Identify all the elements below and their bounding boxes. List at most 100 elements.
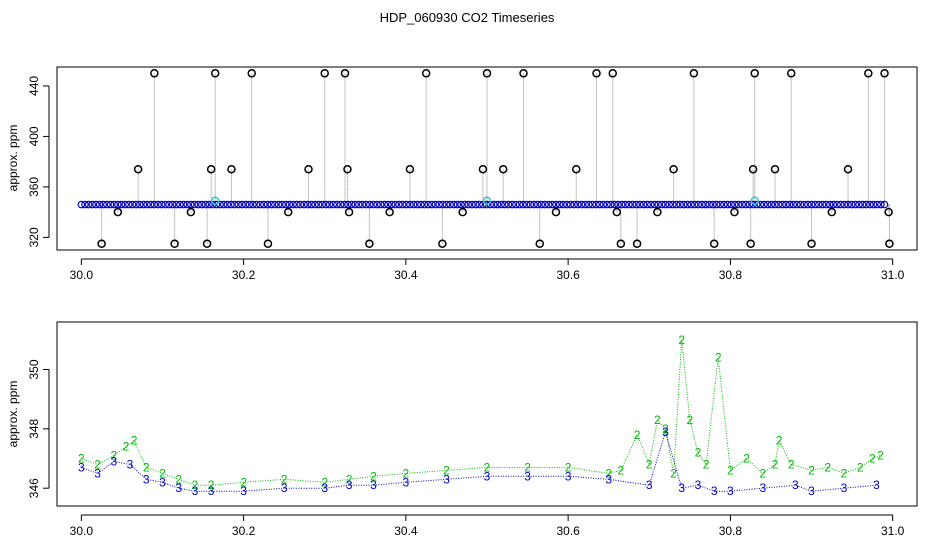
series-2-point: 2 bbox=[678, 333, 685, 347]
outlier-point bbox=[458, 207, 467, 217]
series-3-point: 3 bbox=[281, 481, 288, 495]
x-tick-label: 30.4 bbox=[394, 268, 418, 282]
outlier-point bbox=[786, 69, 796, 78]
blue-point bbox=[161, 200, 170, 209]
series-line-2 bbox=[81, 339, 881, 486]
blue-point bbox=[493, 200, 502, 209]
blue-point bbox=[172, 200, 181, 209]
blue-point bbox=[387, 200, 396, 209]
outlier-point bbox=[885, 239, 894, 248]
blue-point bbox=[504, 200, 513, 209]
blue-point bbox=[314, 200, 323, 209]
blue-point bbox=[256, 200, 265, 209]
blue-point bbox=[727, 200, 736, 209]
series-3-point: 3 bbox=[403, 475, 410, 489]
series-2-point: 2 bbox=[776, 434, 783, 448]
blue-point bbox=[588, 200, 597, 209]
blue-point bbox=[603, 200, 611, 209]
series-3-point: 3 bbox=[565, 469, 572, 483]
blue-point bbox=[716, 200, 725, 209]
blue-point bbox=[552, 200, 560, 209]
blue-point bbox=[460, 200, 469, 209]
series-3-point: 3 bbox=[346, 478, 353, 492]
blue-point bbox=[307, 200, 316, 209]
top-panel: 30.0 30.2 30.4 30.6 30.8 31.0 320 360 400 440 ap… bbox=[6, 66, 918, 282]
outlier-point bbox=[210, 69, 220, 78]
blue-point bbox=[665, 200, 673, 209]
outlier-point bbox=[344, 207, 354, 217]
blue-point bbox=[548, 200, 557, 209]
series-3-point: 3 bbox=[605, 472, 612, 486]
blue-point bbox=[103, 200, 111, 209]
series-2-point: 2 bbox=[78, 452, 85, 466]
blue-point bbox=[245, 200, 254, 209]
blue-point bbox=[212, 200, 221, 209]
blue-point bbox=[376, 200, 385, 209]
blue-point bbox=[289, 200, 297, 209]
blue-point bbox=[194, 200, 202, 209]
blue-point bbox=[409, 200, 418, 209]
blue-point bbox=[581, 200, 589, 209]
blue-point bbox=[106, 200, 115, 209]
y-tick-label: 360 bbox=[27, 177, 41, 197]
blue-point bbox=[125, 200, 133, 209]
outlier-point bbox=[551, 207, 561, 217]
blue-point bbox=[303, 200, 312, 209]
blue-point bbox=[533, 200, 542, 209]
blue-point bbox=[201, 200, 210, 209]
series-2-point: 2 bbox=[192, 478, 199, 492]
blue-point bbox=[862, 200, 871, 209]
outlier-point bbox=[113, 207, 123, 217]
blue-point bbox=[274, 200, 283, 209]
blue-point bbox=[278, 200, 286, 209]
series-3-point: 3 bbox=[760, 481, 767, 495]
blue-point bbox=[698, 200, 706, 209]
x-tick-label: 30.0 bbox=[70, 524, 94, 538]
series-2-point: 2 bbox=[841, 466, 848, 480]
series-2-point: 2 bbox=[662, 422, 669, 436]
blue-point bbox=[763, 200, 772, 209]
blue-point bbox=[398, 200, 407, 209]
series-2-point: 2 bbox=[240, 475, 247, 489]
outlier-point bbox=[227, 164, 236, 174]
blue-point bbox=[672, 200, 681, 209]
blue-point bbox=[391, 200, 400, 209]
outlier-point bbox=[365, 239, 374, 248]
blue-point bbox=[88, 200, 97, 209]
series-3-point: 3 bbox=[78, 460, 85, 474]
series-3-point: 3 bbox=[208, 484, 215, 498]
blue-point bbox=[643, 200, 652, 209]
series-2-point: 2 bbox=[686, 413, 693, 427]
blue-point bbox=[687, 200, 695, 209]
bottom-y-axis-label: approx. ppm bbox=[6, 381, 20, 448]
series-2-point: 2 bbox=[565, 460, 572, 474]
outlier-point bbox=[202, 239, 212, 248]
series-2-point: 2 bbox=[703, 457, 710, 471]
outlier-point bbox=[385, 207, 394, 217]
series-3-point: 3 bbox=[727, 484, 734, 498]
blue-point bbox=[139, 200, 148, 209]
series-2-point: 2 bbox=[646, 457, 653, 471]
series-2-point: 2 bbox=[618, 463, 625, 477]
outlier-point bbox=[97, 239, 106, 248]
blue-point bbox=[705, 200, 714, 209]
outlier-point bbox=[653, 207, 662, 217]
series-2-point: 2 bbox=[727, 463, 734, 477]
blue-point bbox=[595, 200, 604, 209]
blue-point bbox=[157, 200, 166, 209]
outlier-point bbox=[320, 69, 329, 78]
blue-point bbox=[369, 200, 378, 209]
blue-point bbox=[92, 200, 100, 209]
blue-point bbox=[789, 200, 798, 209]
blue-point bbox=[676, 200, 684, 209]
blue-point bbox=[176, 200, 184, 209]
blue-point bbox=[541, 200, 549, 209]
series-3-point: 3 bbox=[443, 472, 450, 486]
blue-point bbox=[628, 200, 637, 209]
series-3-point: 3 bbox=[484, 469, 491, 483]
blue-point bbox=[81, 200, 89, 209]
blue-point bbox=[329, 200, 338, 209]
top-y-axis-label: approx. ppm bbox=[6, 125, 20, 192]
series-2-point: 2 bbox=[443, 463, 450, 477]
